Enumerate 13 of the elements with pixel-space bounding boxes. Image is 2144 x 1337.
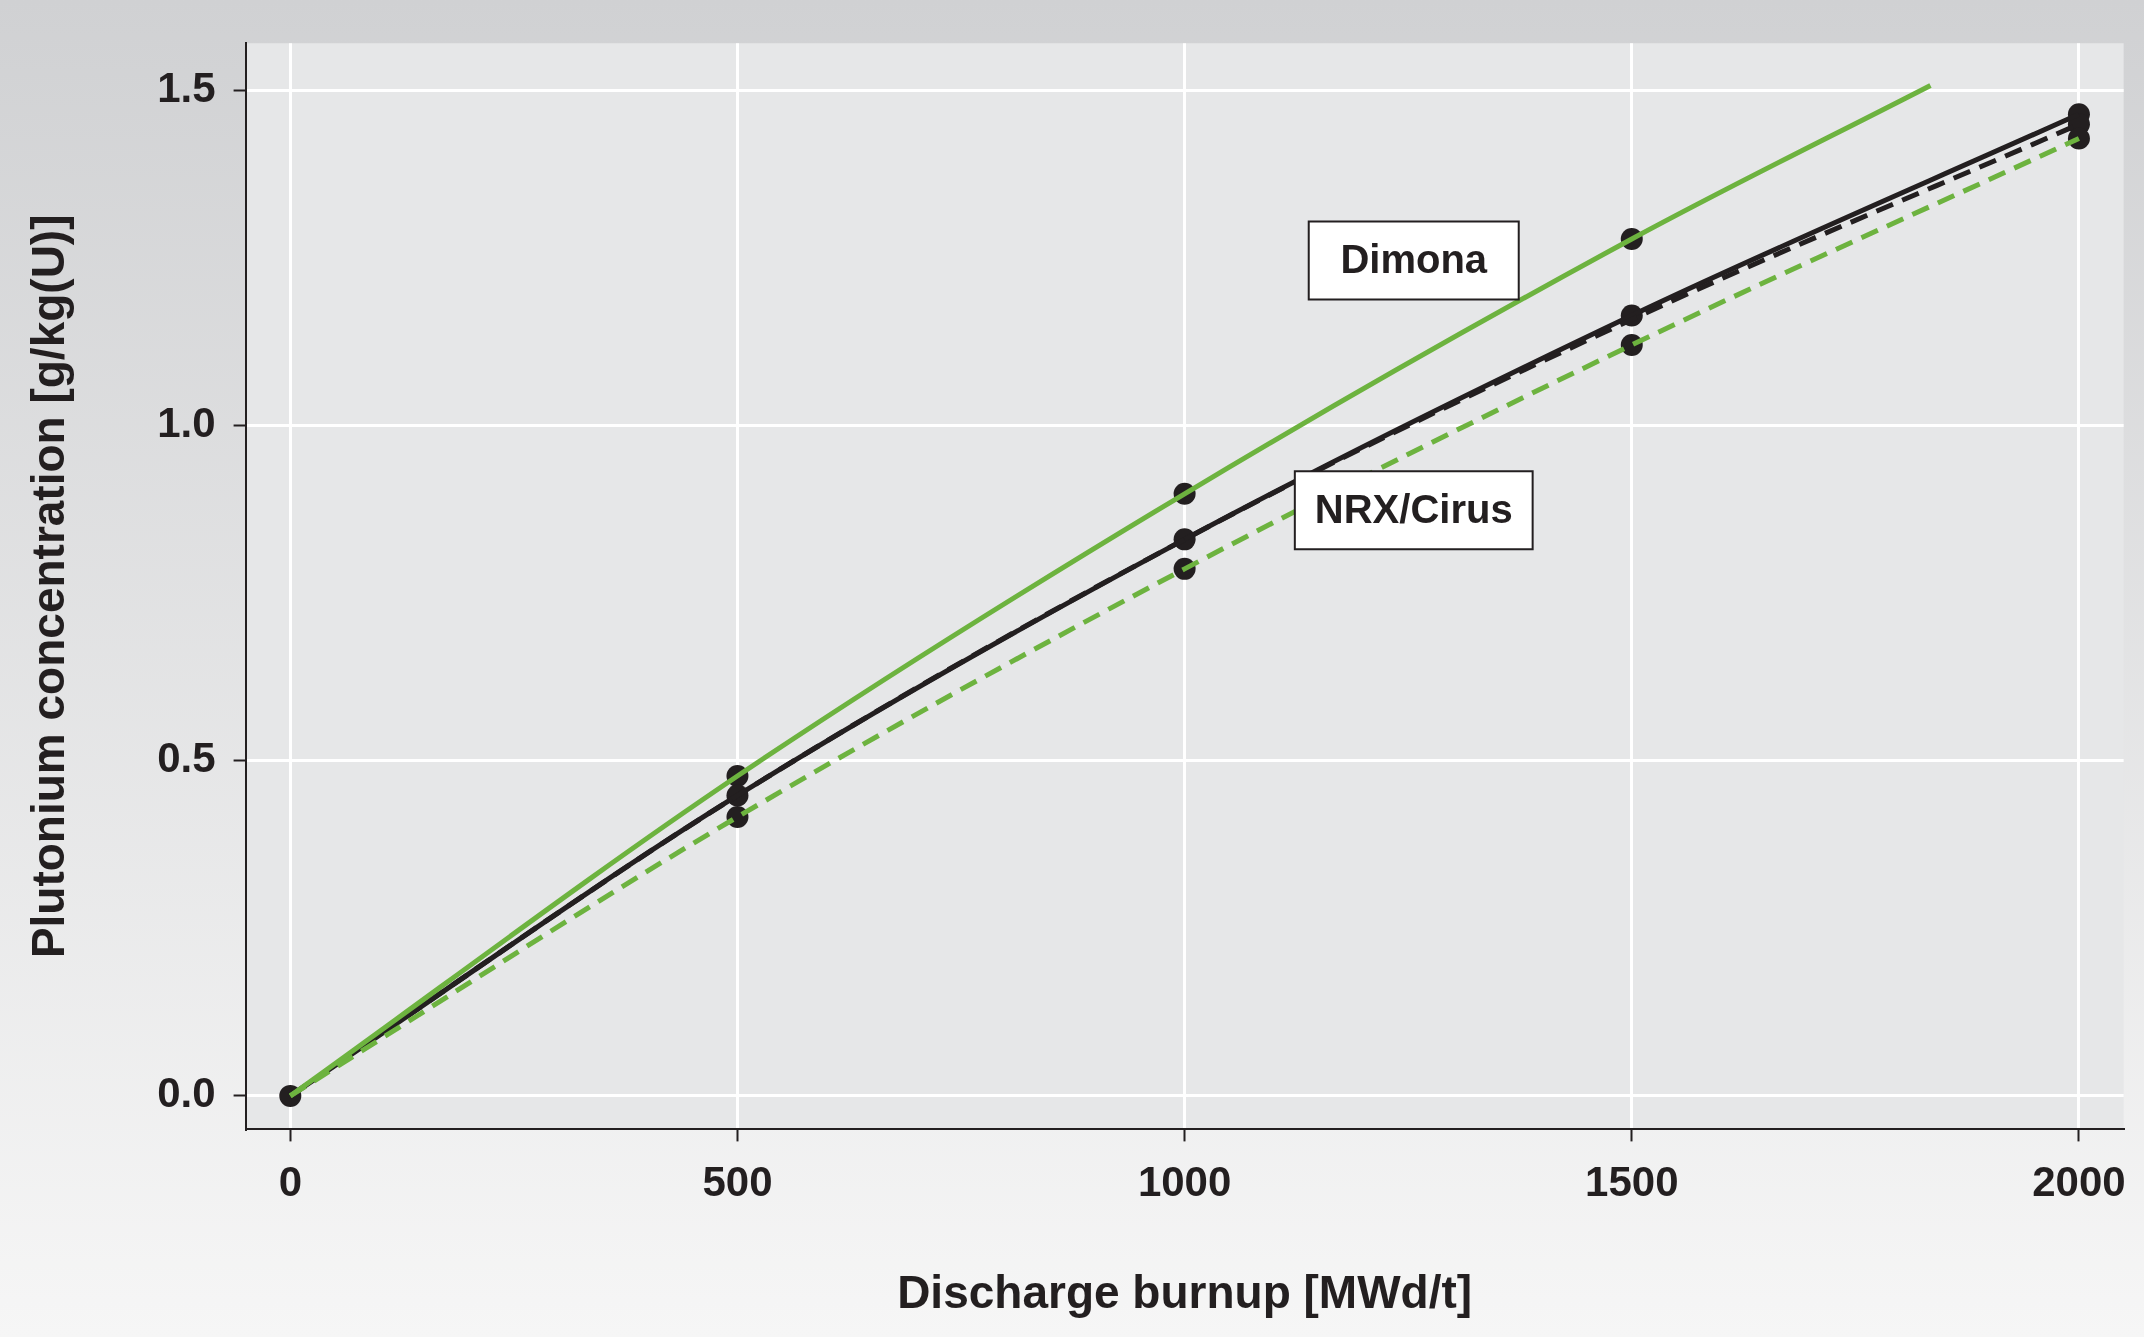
- y-axis-title: Plutonium concentration [g/kg(U)]: [22, 214, 75, 959]
- y-tick-label: 1.0: [157, 398, 216, 446]
- x-axis-title: Discharge burnup [MWd/t]: [897, 1266, 1473, 1319]
- annotation: NRX/Cirus: [1314, 487, 1513, 532]
- x-tick-label: 2000: [2032, 1158, 2126, 1206]
- y-tick-label: 1.5: [157, 63, 216, 111]
- x-tick-label: 0: [278, 1158, 302, 1206]
- x-tick-label: 1000: [1137, 1158, 1232, 1206]
- y-tick-label: 0.5: [157, 734, 216, 782]
- y-tick-label: 0.0: [157, 1069, 216, 1117]
- annotation: Dimona: [1340, 237, 1488, 282]
- x-tick-label: 500: [702, 1158, 773, 1206]
- x-tick-label: 1500: [1585, 1158, 1679, 1206]
